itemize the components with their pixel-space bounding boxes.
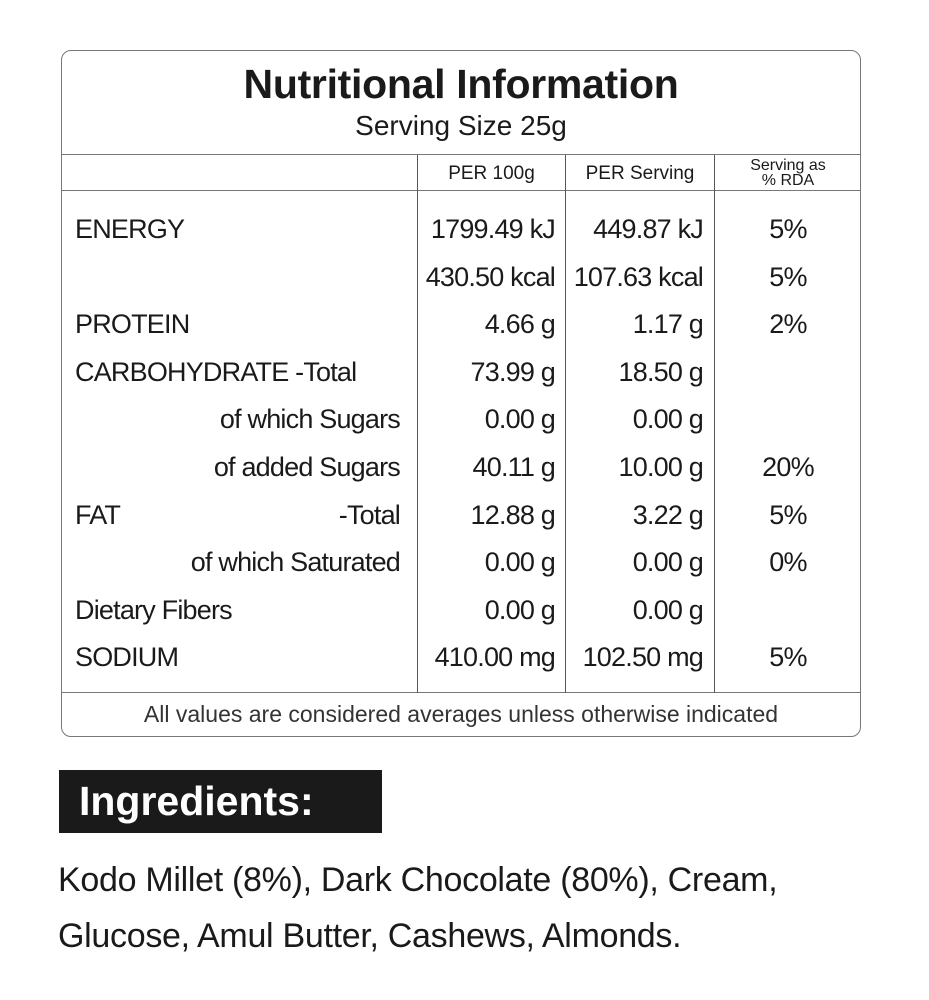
nutrient-label: Dietary Fibers <box>75 594 233 625</box>
value-per-100g: 12.88 g <box>470 499 556 530</box>
value-per-100g: 0.00 g <box>484 547 556 578</box>
table-row: of which Sugars 0.00 g 0.00 g <box>62 396 860 444</box>
value-rda: 5% <box>769 261 807 292</box>
value-per-serving: 3.22 g <box>632 499 704 530</box>
ingredients-heading: Ingredients: <box>59 770 382 833</box>
ingredients-list: Kodo Millet (8%), Dark Chocolate (80%), … <box>58 861 778 955</box>
nutrient-label: FAT <box>75 499 121 530</box>
value-rda: 2% <box>769 309 807 340</box>
table-row: PROTEIN 4.66 g 1.17 g 2% <box>62 301 860 349</box>
table-row: of which Saturated 0.00 g 0.00 g 0% <box>62 539 860 587</box>
value-per-serving: 107.63 kcal <box>573 261 704 292</box>
nutrient-sublabel: of added Sugars <box>213 452 401 482</box>
column-divider <box>714 155 715 693</box>
value-per-100g: 73.99 g <box>470 356 556 387</box>
value-per-100g: 410.00 mg <box>434 642 556 673</box>
value-per-serving: 0.00 g <box>632 547 704 578</box>
divider <box>62 692 860 693</box>
nutrient-sublabel: of which Sugars <box>219 404 401 435</box>
nutrient-sublabel: -Total <box>338 499 401 530</box>
serving-size: Serving Size 25g <box>355 110 567 141</box>
value-per-serving: 10.00 g <box>618 452 704 482</box>
nutrient-label: CARBOHYDRATE -Total <box>75 356 357 387</box>
nutrient-label: PROTEIN <box>75 309 190 340</box>
value-per-100g: 4.66 g <box>484 309 556 340</box>
nutrient-label: SODIUM <box>75 642 179 673</box>
nutrition-table: Nutritional Information Serving Size 25g… <box>61 50 861 737</box>
value-per-100g: 0.00 g <box>484 404 556 435</box>
divider <box>62 154 860 155</box>
value-per-100g: 430.50 kcal <box>425 261 556 292</box>
footnote: All values are considered averages unles… <box>143 701 779 727</box>
value-per-100g: 1799.49 kJ <box>430 214 556 244</box>
value-per-100g: 40.11 g <box>472 452 556 482</box>
table-row: ENERGY 1799.49 kJ 449.87 kJ 5% <box>62 206 860 254</box>
header-rda: Serving as % RDA <box>750 157 826 189</box>
header-per-100g: PER 100g <box>448 162 535 184</box>
table-row: CARBOHYDRATE -Total 73.99 g 18.50 g <box>62 349 860 397</box>
table-row: SODIUM 410.00 mg 102.50 mg 5% <box>62 634 860 682</box>
value-rda: 5% <box>769 499 807 530</box>
column-divider <box>417 155 418 693</box>
value-per-serving: 0.00 g <box>632 404 704 435</box>
value-per-serving: 449.87 kJ <box>593 214 704 244</box>
value-per-serving: 18.50 g <box>618 356 704 387</box>
nutrient-sublabel: of which Saturated <box>190 547 401 578</box>
value-rda: 20% <box>762 452 814 482</box>
table-row: Dietary Fibers 0.00 g 0.00 g <box>62 587 860 635</box>
value-rda: 0% <box>769 547 807 578</box>
nutrient-label: ENERGY <box>75 214 185 244</box>
value-per-serving: 102.50 mg <box>582 642 704 673</box>
table-row: of added Sugars 40.11 g 10.00 g 20% <box>62 444 860 492</box>
value-per-100g: 0.00 g <box>484 594 556 625</box>
value-rda: 5% <box>769 214 807 244</box>
value-per-serving: 0.00 g <box>632 594 704 625</box>
table-row: FAT -Total 12.88 g 3.22 g 5% <box>62 492 860 540</box>
divider <box>62 190 860 191</box>
header-per-serving: PER Serving <box>585 162 695 184</box>
value-rda: 5% <box>769 642 807 673</box>
column-divider <box>565 155 566 693</box>
nutrition-title: Nutritional Information <box>243 61 679 107</box>
value-per-serving: 1.17 g <box>632 309 704 340</box>
table-row: 430.50 kcal 107.63 kcal 5% <box>62 254 860 302</box>
